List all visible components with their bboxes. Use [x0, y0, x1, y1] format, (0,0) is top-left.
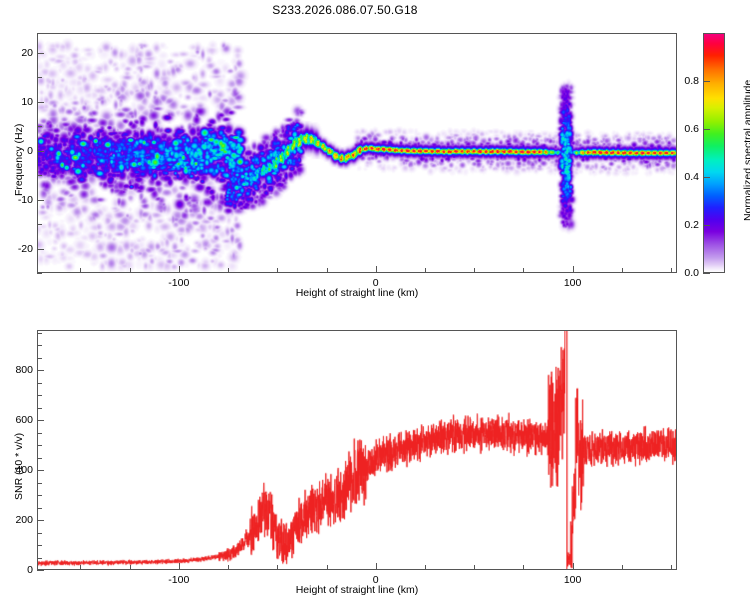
- snr-y-tick-label: 600: [15, 414, 33, 426]
- snr-y-tick: [37, 407, 42, 409]
- colorbar-tick-label: 0.0: [684, 267, 699, 279]
- spectrogram-y-tick: [37, 150, 44, 152]
- snr-x-tick: [474, 565, 476, 570]
- spectrogram-y-tick-label: 20: [21, 46, 33, 59]
- colorbar-tick: [703, 129, 710, 130]
- colorbar-tick-label: 0.4: [684, 171, 699, 183]
- snr-x-tick: [129, 565, 131, 570]
- snr-y-tick: [37, 520, 44, 521]
- snr-x-tick: [80, 565, 82, 570]
- colorbar-tick: [703, 177, 710, 178]
- snr-y-tick: [37, 357, 42, 359]
- spectrogram-y-tick: [37, 224, 42, 225]
- spectrogram-x-tick: [474, 268, 476, 273]
- snr-y-tick: [37, 532, 42, 534]
- snr-x-tick: [621, 565, 623, 570]
- snr-canvas: [38, 331, 676, 569]
- snr-y-tick: [37, 382, 42, 384]
- snr-x-axis-title: Height of straight line (km): [295, 584, 419, 596]
- spectrogram-y-tick: [37, 77, 42, 79]
- snr-x-tick-label: 0: [372, 574, 379, 586]
- snr-y-tick-label: 200: [15, 514, 33, 526]
- snr-y-tick: [37, 570, 44, 571]
- spectrogram-y-tick: [37, 101, 44, 103]
- spectrogram-x-tick: [129, 268, 131, 273]
- snr-x-tick-label: -100: [168, 574, 190, 586]
- spectrogram-y-tick: [37, 199, 44, 201]
- snr-y-tick: [37, 445, 42, 446]
- spectrogram-y-axis-title: Frequency (Hz): [13, 123, 25, 196]
- spectrogram-x-tick: [80, 268, 82, 273]
- spectrogram-x-axis-title: Height of straight line (km): [295, 287, 419, 299]
- colorbar-tick: [703, 225, 710, 226]
- snr-panel: [37, 330, 677, 570]
- snr-x-tick: [572, 563, 574, 570]
- spectrogram-x-tick: [523, 268, 525, 273]
- snr-x-tick: [523, 565, 525, 570]
- snr-y-tick: [37, 507, 42, 509]
- spectrogram-x-tick: [424, 268, 426, 273]
- snr-y-tick: [37, 470, 44, 471]
- colorbar: [703, 33, 725, 273]
- spectrogram-x-tick: [375, 266, 377, 273]
- colorbar-tick-label: 0.2: [684, 219, 699, 231]
- snr-x-tick: [277, 565, 279, 570]
- spectrogram-y-tick: [37, 175, 42, 176]
- snr-y-tick-label: 0: [27, 564, 33, 576]
- spectrogram-y-tick: [37, 52, 44, 54]
- snr-x-tick: [326, 565, 328, 570]
- spectrogram-x-tick-label: 100: [563, 277, 582, 289]
- spectrogram-x-tick: [326, 268, 328, 273]
- snr-y-tick-label: 800: [15, 364, 33, 376]
- snr-y-tick: [37, 482, 42, 484]
- snr-y-tick: [37, 432, 42, 434]
- spectrogram-y-tick-label: 10: [21, 95, 33, 108]
- page-title: S233.2026.086.07.50.G18: [272, 3, 418, 17]
- spectrogram-x-tick: [621, 268, 623, 273]
- snr-y-tick-label: 400: [15, 464, 33, 476]
- snr-y-tick: [37, 395, 42, 396]
- snr-y-tick: [37, 557, 42, 559]
- snr-y-tick: [37, 457, 42, 459]
- colorbar-tick: [703, 273, 710, 274]
- snr-y-tick: [37, 332, 42, 334]
- snr-x-tick: [424, 565, 426, 570]
- snr-y-axis-title: SNR (10 * v/v): [13, 432, 25, 500]
- spectrogram-y-tick-label: -20: [17, 242, 33, 255]
- spectrogram-y-tick-label: -10: [17, 193, 33, 206]
- colorbar-tick-label: 0.8: [684, 75, 699, 87]
- spectrogram-x-tick-label: 0: [372, 277, 379, 289]
- snr-y-tick: [37, 370, 44, 371]
- snr-y-tick: [37, 545, 42, 546]
- snr-x-tick: [178, 563, 180, 570]
- snr-y-tick: [37, 420, 44, 421]
- spectrogram-x-tick: [277, 268, 279, 273]
- spectrogram-y-tick-label: 0: [27, 144, 33, 157]
- spectrogram-y-tick: [37, 273, 42, 274]
- snr-y-tick: [37, 495, 42, 496]
- colorbar-gradient: [704, 34, 724, 272]
- spectrogram-x-tick: [228, 268, 229, 273]
- snr-x-tick-label: 100: [563, 574, 582, 586]
- spectrogram-y-tick: [37, 248, 44, 250]
- spectrogram-x-tick: [178, 266, 180, 273]
- colorbar-title: Normalized spectral amplitude: [742, 79, 750, 221]
- snr-x-tick: [671, 565, 673, 570]
- snr-x-tick: [375, 563, 377, 570]
- spectrogram-y-tick: [37, 126, 42, 128]
- colorbar-tick-label: 0.6: [684, 123, 699, 135]
- spectrogram-canvas: [38, 34, 676, 272]
- spectrogram-x-tick: [572, 266, 574, 273]
- spectrogram-x-tick: [671, 268, 673, 273]
- spectrogram-x-tick-label: -100: [168, 277, 190, 289]
- snr-y-tick: [37, 345, 42, 346]
- spectrogram-panel: [37, 33, 677, 273]
- snr-x-tick: [228, 565, 229, 570]
- colorbar-tick: [703, 81, 710, 82]
